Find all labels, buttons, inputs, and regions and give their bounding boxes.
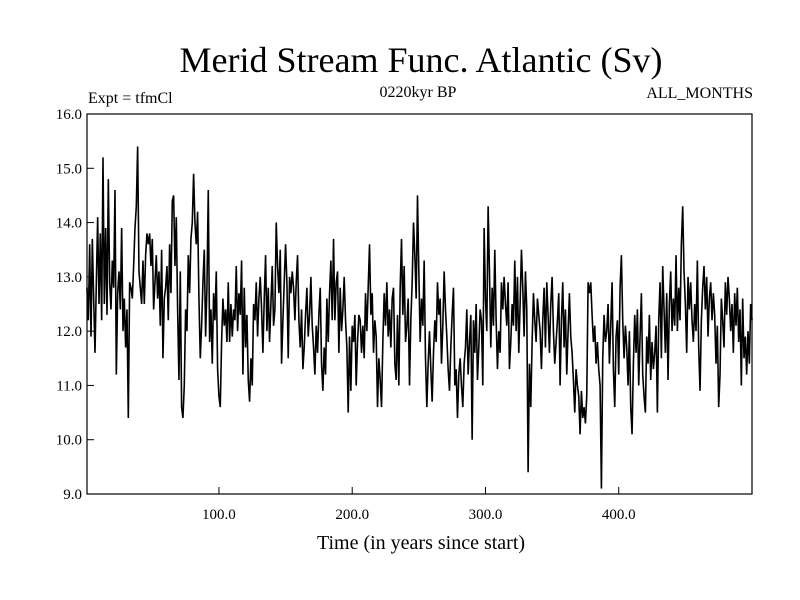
x-axis: 100.0 200.0 300.0 400.0: [202, 487, 636, 523]
x-axis-label: Time (in years since start): [317, 532, 525, 554]
experiment-label: Expt = tfmCl: [88, 90, 173, 107]
x-tick-label: 300.0: [469, 507, 503, 523]
chart-title: Merid Stream Func. Atlantic (Sv): [180, 40, 663, 80]
x-tick-label: 400.0: [602, 507, 636, 523]
y-tick-label: 13.0: [56, 270, 82, 286]
y-tick-label: 11.0: [56, 378, 82, 394]
y-tick-label: 15.0: [56, 161, 82, 177]
chart-subtitle: 0220kyr BP: [380, 84, 457, 101]
y-tick-label: 14.0: [56, 216, 82, 232]
y-tick-label: 12.0: [56, 324, 82, 340]
y-tick-label: 9.0: [63, 487, 82, 503]
y-tick-label: 16.0: [56, 107, 82, 123]
y-tick-label: 10.0: [56, 433, 82, 449]
series-line: [86, 146, 753, 489]
x-tick-label: 200.0: [335, 507, 369, 523]
months-label: ALL_MONTHS: [646, 85, 753, 102]
x-tick-label: 100.0: [202, 507, 236, 523]
